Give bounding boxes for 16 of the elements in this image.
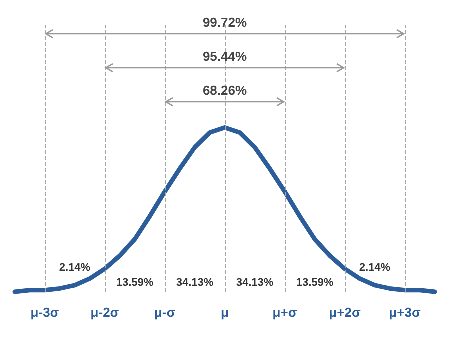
annotation: 13.59% xyxy=(116,277,154,289)
x-tick-label: μ+σ xyxy=(272,305,298,320)
annotation: 13.59% xyxy=(296,277,334,289)
annotation: 34.13% xyxy=(176,277,214,289)
annotation: 2.14% xyxy=(59,262,91,274)
x-tick-label: μ xyxy=(221,305,230,320)
text: 95.44% xyxy=(202,49,248,64)
text: 68.26% xyxy=(202,83,248,98)
x-tick-label: μ-σ xyxy=(154,305,176,320)
x-tick-label: μ+2σ xyxy=(329,305,361,320)
annotation: 34.13% xyxy=(236,277,274,289)
x-tick-label: μ+3σ xyxy=(389,305,421,320)
x-tick-label: μ-2σ xyxy=(90,305,120,320)
text: 99.72% xyxy=(202,15,248,30)
annotation: 2.14% xyxy=(359,262,391,274)
x-tick-label: μ-3σ xyxy=(30,305,60,320)
